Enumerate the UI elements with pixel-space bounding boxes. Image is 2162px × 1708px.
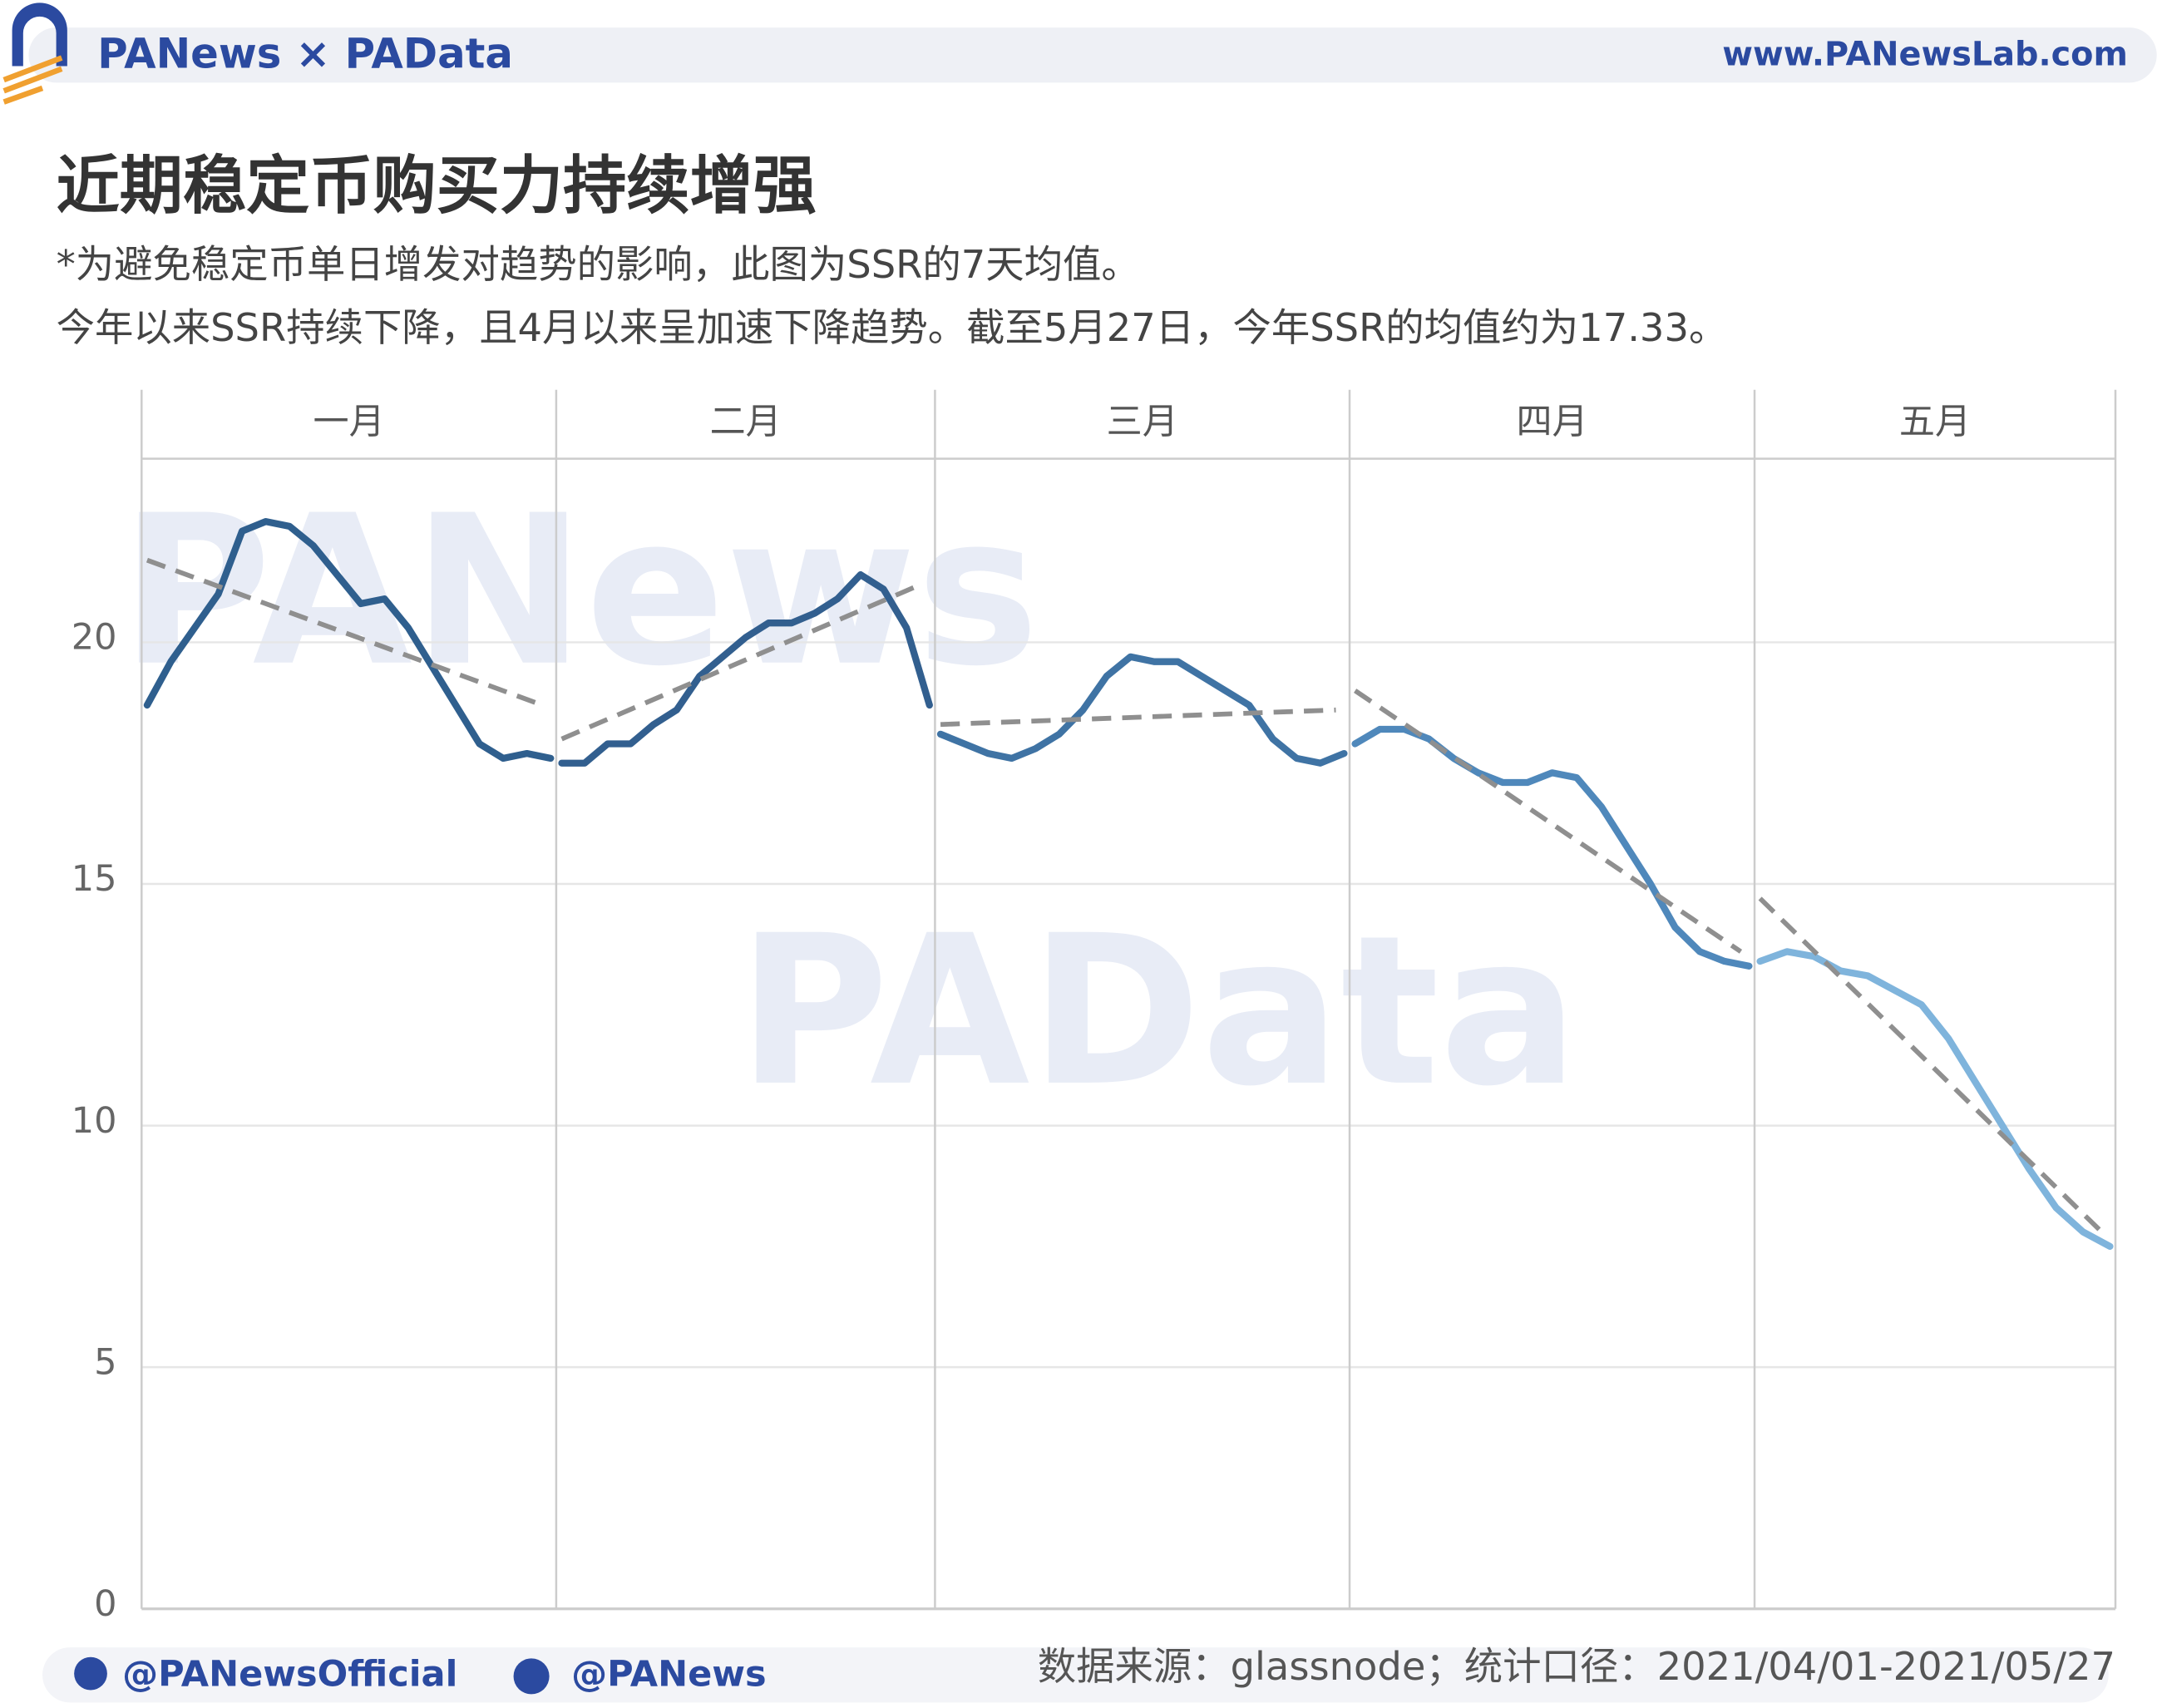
panel-label: 四月: [1516, 402, 1587, 443]
series-line: [936, 653, 1348, 767]
subtitle: 今年以来SSR持续下降，且4月以来呈加速下降趋势。截至5月27日，今年SSR的均…: [57, 305, 1728, 350]
panel-label: 二月: [710, 402, 782, 443]
panel-label: 三月: [1107, 402, 1178, 443]
site: www.PANewsLab.com: [1722, 35, 2128, 73]
panel-label: 五月: [1899, 402, 1971, 443]
logo: [12, 2, 67, 67]
twitter: @PANewsOfficial: [122, 1653, 457, 1695]
y-tick-label: 5: [94, 1341, 116, 1383]
trend-line: [1354, 689, 1743, 954]
trend-line: [560, 582, 922, 742]
source: 数据来源：glassnode；统计口径：2021/04/01-2021/05/2…: [1038, 1644, 2115, 1689]
brand: PANews × PAData: [97, 29, 513, 77]
series-line: [558, 570, 933, 767]
footer-bar: [42, 1647, 2109, 1703]
header-bar: [28, 27, 2157, 83]
weibo-icon: [513, 1658, 550, 1695]
y-tick-label: 15: [72, 858, 117, 900]
weibo: @PANews: [571, 1653, 767, 1695]
series-line: [143, 518, 555, 763]
watermark: PAData: [738, 891, 1579, 1132]
series-line: [1756, 948, 2114, 1251]
subtitle: *为避免稳定币单日增发对趋势的影响，此图为SSR的7天均值。: [57, 242, 1140, 287]
trend-line: [940, 707, 1336, 728]
panel-label: 一月: [313, 402, 385, 443]
y-tick-label: 10: [72, 1100, 117, 1142]
trend-line: [1758, 896, 2104, 1234]
logo-stripes: [2, 55, 63, 105]
twitter-icon: [74, 1656, 107, 1691]
y-tick-label: 0: [94, 1583, 116, 1625]
trend-line: [146, 557, 544, 708]
chart-title: 近期稳定币购买力持续增强: [57, 149, 817, 223]
y-tick-label: 20: [72, 617, 117, 659]
